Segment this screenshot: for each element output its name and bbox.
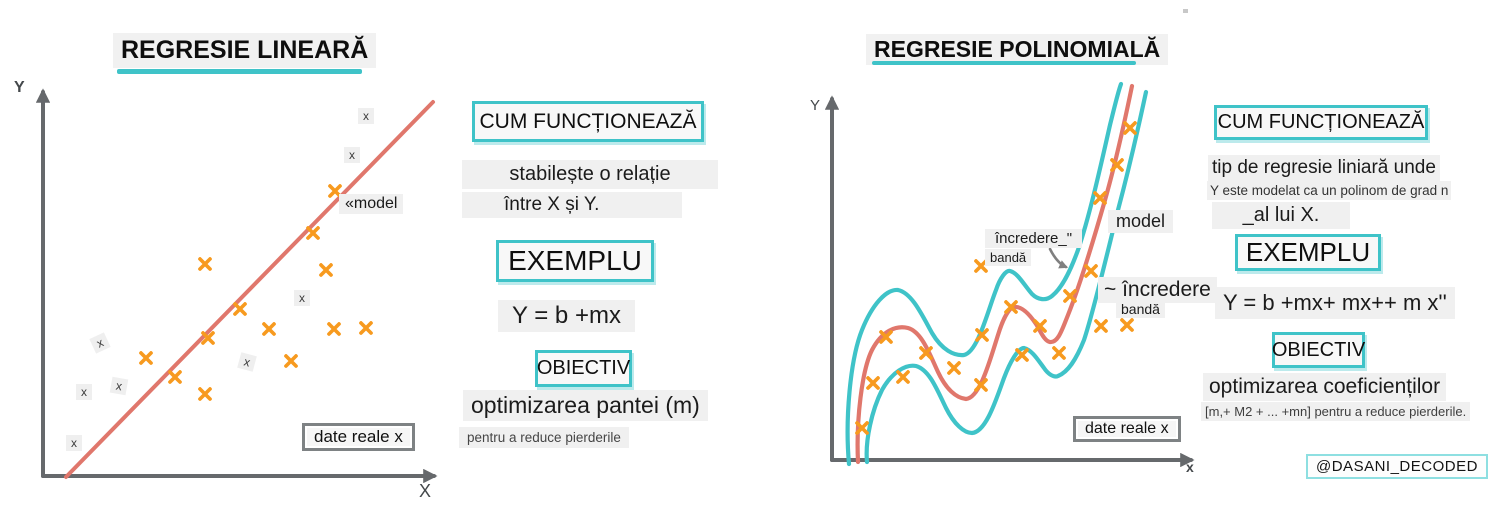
right-objective-line1: optimizarea coeficienților — [1203, 373, 1447, 401]
data-point-marker — [139, 351, 153, 365]
band-pointer-arrow — [1048, 247, 1069, 269]
data-point-marker — [168, 370, 182, 384]
data-point-marker — [1084, 264, 1098, 278]
data-point-marker — [262, 322, 276, 336]
watermark-handle: @DASANI_DECODED — [1306, 454, 1488, 479]
left-objective-line1: optimizarea pantei (m) — [463, 390, 708, 421]
data-point-marker — [1052, 346, 1066, 360]
left-how-line2: între X și Y. — [462, 192, 682, 218]
right-how-heading: CUM FUNCȚIONEAZĂ — [1214, 105, 1428, 140]
right-legend-box: date reale x — [1073, 416, 1181, 442]
data-point-marker — [198, 387, 212, 401]
data-point-marker — [1120, 318, 1134, 332]
right-example-formula: Y = b +mx+ mx++ m x'' — [1215, 287, 1455, 319]
right-panel-title: REGRESIE POLINOMIALĂ — [866, 34, 1169, 65]
data-point-marker — [1110, 158, 1124, 172]
right-band-label-top-line1: încredere_" — [985, 229, 1083, 248]
data-point-marker — [1033, 319, 1047, 333]
data-point-marker — [201, 331, 215, 345]
left-example-formula: Y = b +mx — [498, 300, 635, 332]
data-point-marker — [327, 322, 341, 336]
right-y-axis-label: Y — [810, 97, 821, 114]
left-legend-box: date reale x — [302, 423, 415, 451]
data-point-marker — [306, 226, 320, 240]
left-x-axis-label: X — [419, 481, 432, 501]
data-point-marker — [284, 354, 298, 368]
right-model-annotation: model — [1108, 210, 1174, 233]
data-point-marker — [1063, 289, 1077, 303]
left-objective-line2: pentru a reduce pierderile — [459, 427, 629, 448]
confidence-band-lower — [864, 89, 1149, 465]
right-how-line1: tip de regresie liniară unde — [1208, 155, 1440, 181]
data-point-marker — [1015, 348, 1029, 362]
data-point-marker — [1004, 300, 1018, 314]
outlier-x-chip: x — [66, 435, 82, 451]
data-point-marker — [328, 184, 342, 198]
left-model-annotation: «model — [339, 194, 404, 214]
outlier-x-chip: x — [294, 290, 310, 306]
outlier-x-chip: x — [344, 147, 360, 163]
outlier-x-chip: x — [76, 384, 92, 400]
data-point-marker — [1093, 191, 1107, 205]
data-point-marker — [1123, 121, 1137, 135]
data-point-marker — [855, 421, 869, 435]
right-band-label-right-line2: bandă — [1116, 300, 1165, 318]
data-point-marker — [919, 346, 933, 360]
right-title-underline-accent — [872, 61, 1136, 65]
data-point-marker — [198, 257, 212, 271]
data-point-marker — [1094, 319, 1108, 333]
right-band-label-right-line1: ~ încredere — [1098, 277, 1217, 303]
dust-speck — [1183, 9, 1188, 13]
confidence-band-upper — [845, 81, 1124, 467]
right-example-heading: EXEMPLU — [1235, 234, 1381, 271]
outlier-x-chip: x — [109, 376, 129, 396]
right-objective-line2: [m,+ M2 + ... +mn] pentru a reduce pierd… — [1201, 402, 1471, 421]
data-point-marker — [974, 259, 988, 273]
data-point-marker — [975, 328, 989, 342]
left-how-heading: CUM FUNCȚIONEAZĂ — [472, 101, 704, 142]
data-point-marker — [896, 370, 910, 384]
right-band-label-top-line2: bandă — [985, 249, 1032, 266]
right-x-axis-label: x — [1186, 459, 1194, 475]
left-example-heading: EXEMPLU — [496, 240, 654, 282]
right-objective-heading: OBIECTIV — [1272, 332, 1365, 368]
data-point-marker — [233, 302, 247, 316]
data-point-marker — [879, 330, 893, 344]
model-line — [64, 100, 435, 479]
data-point-marker — [947, 361, 961, 375]
left-panel-title: REGRESIE LINEARĂ — [113, 33, 377, 68]
left-y-axis-label: Y — [14, 79, 25, 96]
left-objective-heading: OBIECTIV — [535, 350, 632, 387]
data-point-marker — [319, 263, 333, 277]
left-how-line1: stabilește o relație — [462, 160, 718, 189]
data-point-marker — [974, 378, 988, 392]
data-point-marker — [359, 321, 373, 335]
data-point-marker — [866, 376, 880, 390]
outlier-x-chip: x — [358, 108, 374, 124]
right-how-line3: _al lui X. — [1212, 202, 1350, 229]
left-title-underline-accent — [117, 69, 362, 74]
right-how-line2: Y este modelat ca un polinom de grad n — [1207, 181, 1452, 200]
